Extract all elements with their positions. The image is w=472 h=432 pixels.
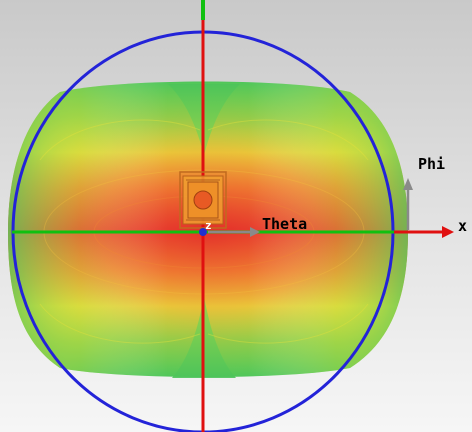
pattern-lobe-left-bottom [39, 303, 201, 344]
theta-arrow-icon [208, 227, 260, 237]
pattern-lobe-right-bottom [207, 303, 369, 344]
pattern-lobe-left [39, 119, 201, 161]
pattern-lobe-right [207, 119, 369, 161]
x-axis-arrow-icon [442, 226, 454, 238]
origin-marker [199, 228, 207, 236]
z-axis-label: z [205, 219, 212, 232]
phi-label: Phi [418, 155, 446, 173]
radiation-pattern [8, 81, 408, 378]
pattern-edge-shading [8, 81, 408, 377]
x-axis-label: x [458, 217, 468, 235]
phi-arrow-icon [403, 178, 413, 230]
antenna-model-icon[interactable] [179, 171, 227, 229]
theta-label: Theta [262, 215, 308, 233]
